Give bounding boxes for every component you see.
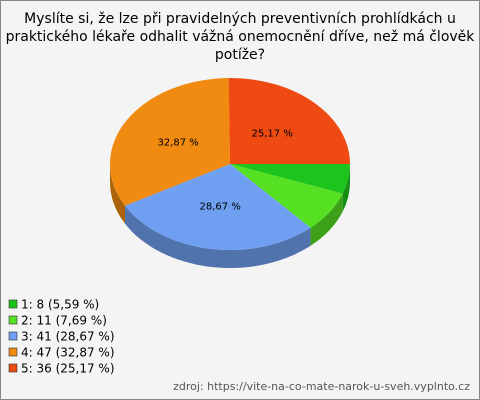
legend-label: 5: 36 (25,17 %) <box>21 362 115 376</box>
slice-side <box>342 164 350 212</box>
slice <box>125 164 311 250</box>
data-label: 28,67 % <box>200 201 241 212</box>
legend-swatch <box>8 299 18 309</box>
data-label: 25,17 % <box>252 128 293 139</box>
slice <box>230 164 343 228</box>
legend-swatch <box>8 347 18 357</box>
legend-swatch <box>8 315 18 325</box>
legend-swatch <box>8 331 18 341</box>
chart-title: Myslíte si, že lze při pravidelných prev… <box>24 11 456 27</box>
chart-title: potíže? <box>215 47 265 63</box>
slice-side <box>310 193 343 246</box>
data-label: 32,87 % <box>157 137 198 148</box>
slice-side <box>125 205 311 268</box>
legend-label: 3: 41 (28,67 %) <box>21 330 115 344</box>
slice-side <box>110 164 126 224</box>
slice <box>230 164 350 194</box>
slice <box>109 78 230 206</box>
legend-label: 1: 8 (5,59 %) <box>21 298 99 312</box>
source: zdroj: https://vite-na-co-mate-narok-u-s… <box>173 380 470 393</box>
legend-label: 2: 11 (7,69 %) <box>21 314 107 328</box>
legend-label: 4: 47 (32,87 %) <box>21 346 115 360</box>
chart-title: praktického lékaře odhalit vážná onemocn… <box>6 29 476 45</box>
legend-swatch <box>8 363 18 373</box>
slice <box>228 78 350 164</box>
